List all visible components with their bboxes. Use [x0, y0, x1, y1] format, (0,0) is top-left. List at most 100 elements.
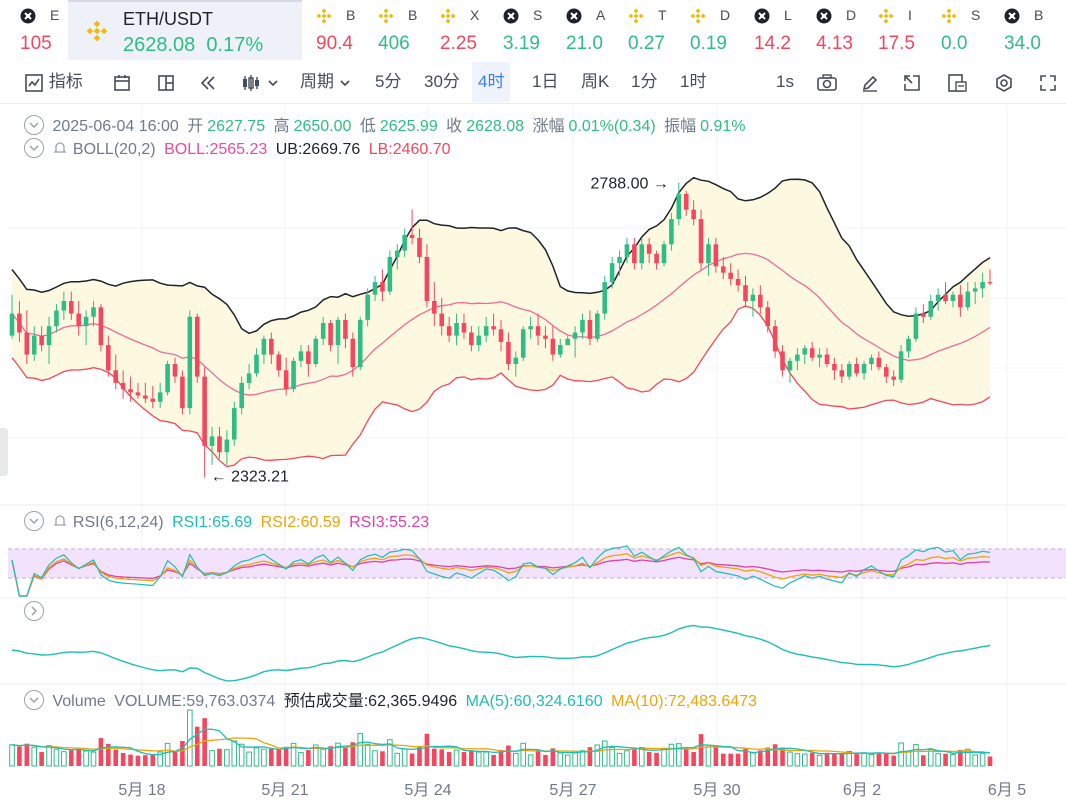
- volume-bar: [713, 745, 719, 766]
- ticker-price: 0.0: [941, 33, 968, 54]
- candle-body: [180, 376, 185, 409]
- candle-body: [706, 244, 711, 264]
- candle-body: [958, 294, 963, 308]
- screenshot-button[interactable]: [816, 62, 838, 102]
- ticker-item[interactable]: L 14.2: [754, 0, 806, 62]
- fullscreen-button[interactable]: [1038, 62, 1058, 102]
- ticker-item[interactable]: X 2.25: [440, 0, 492, 62]
- ticker-item[interactable]: T 0.27: [628, 0, 680, 62]
- boll-upper-line: [11, 176, 991, 335]
- volume-bar: [594, 744, 601, 767]
- candle-type-button[interactable]: [240, 62, 279, 102]
- candle-body: [632, 244, 637, 264]
- volume-bar: [720, 753, 726, 766]
- alert-bell-icon[interactable]: [52, 140, 68, 156]
- collapse-toggle[interactable]: [24, 115, 44, 135]
- candle-body: [972, 288, 978, 292]
- volume-bar: [143, 755, 148, 766]
- ticker-item[interactable]: D 0.19: [690, 0, 742, 62]
- external-window-icon: [904, 74, 920, 91]
- layout-button[interactable]: [156, 62, 176, 102]
- volume-bar: [387, 739, 393, 767]
- save-image-button[interactable]: [946, 62, 968, 102]
- collapse-toggle[interactable]: [24, 511, 44, 531]
- collapse-toggle[interactable]: [24, 690, 44, 710]
- indicators-button[interactable]: 指标: [24, 62, 83, 102]
- volume-bar: [854, 752, 859, 766]
- ticker-item[interactable]: I 17.5: [878, 0, 930, 62]
- rsi2-value: RSI2:60.59: [260, 514, 341, 531]
- candle-body: [735, 278, 741, 286]
- volume-bar: [194, 726, 200, 766]
- volume-ma10: MA(10):72,483.6473: [611, 693, 757, 710]
- bnb-icon: [86, 20, 108, 42]
- volume-bar: [246, 751, 252, 767]
- boll-mid-value: BOLL:2565.23: [164, 141, 268, 158]
- ticker-item[interactable]: D 4.13: [816, 0, 868, 62]
- change-value: 0.01%(0.34): [568, 118, 656, 135]
- interval-tab[interactable]: 30分: [424, 72, 460, 91]
- ticker-item[interactable]: B 406: [378, 0, 430, 62]
- interval-tab[interactable]: 周K: [581, 72, 610, 91]
- draw-button[interactable]: [860, 62, 880, 102]
- settings-button[interactable]: [994, 62, 1014, 102]
- volume-bar: [364, 743, 371, 767]
- x-axis-label: 5月 24: [404, 782, 451, 799]
- binance-cross-icon: [566, 8, 582, 24]
- volume-bar: [253, 747, 260, 767]
- candle-body: [854, 364, 859, 374]
- volume-bar: [964, 748, 971, 767]
- interval-tab[interactable]: 1分: [631, 72, 658, 91]
- candle-body: [720, 266, 726, 273]
- volume-bar: [750, 752, 756, 767]
- candle-body: [883, 367, 889, 377]
- expand-toggle[interactable]: [24, 601, 44, 621]
- ticker-item[interactable]: E 105: [20, 0, 60, 62]
- panel-drag-handle[interactable]: [0, 428, 8, 476]
- ticker-item[interactable]: S 0.0: [941, 0, 993, 62]
- volume-bar: [106, 743, 111, 766]
- interval-tab[interactable]: 4时: [472, 62, 511, 102]
- interval-tab[interactable]: 5分: [375, 72, 402, 91]
- candle-body: [639, 244, 645, 264]
- ticker-item[interactable]: A 21.0: [566, 0, 618, 62]
- candle-body: [217, 436, 222, 453]
- candle-body: [876, 357, 882, 368]
- candle-body: [231, 408, 237, 440]
- ticker-item[interactable]: B 34.0: [1004, 0, 1056, 62]
- candle-body: [320, 323, 326, 339]
- volume-bar: [298, 751, 304, 767]
- alert-bell-icon[interactable]: [52, 513, 68, 529]
- ticker-item[interactable]: B 90.4: [316, 0, 368, 62]
- collapsed-indicator-legend: [24, 601, 48, 622]
- candle-body: [935, 294, 941, 301]
- volume-bar: [439, 749, 445, 766]
- candle-body: [83, 316, 89, 327]
- rsi3-value: RSI3:55.23: [349, 514, 430, 531]
- candle-body: [150, 398, 156, 402]
- candle-body: [306, 351, 311, 364]
- ticker-price: 0.27: [628, 33, 665, 54]
- popout-button[interactable]: [902, 62, 922, 102]
- period-dropdown[interactable]: 周期: [300, 62, 351, 102]
- settings-icon: [996, 73, 1012, 92]
- calendar-button[interactable]: [112, 62, 132, 102]
- candle-body: [276, 354, 282, 371]
- interval-tab[interactable]: 1时: [680, 72, 707, 91]
- candle-body: [491, 326, 496, 330]
- boll-upper-value: UB:2669.76: [275, 141, 361, 158]
- collapse-toggle[interactable]: [24, 138, 44, 158]
- replay-button[interactable]: [198, 62, 218, 102]
- interval-tab[interactable]: 1日: [532, 72, 559, 91]
- volume-bar: [506, 745, 511, 766]
- active-ticker-eth-usdt[interactable]: ETH/USDT 2628.08 0.17%: [68, 0, 302, 60]
- calendar-icon: [114, 74, 130, 91]
- ticker-item[interactable]: S 3.19: [503, 0, 555, 62]
- volume-bar: [587, 747, 593, 766]
- volume-ma10-line: [11, 737, 991, 755]
- ticker-symbol: B: [346, 7, 356, 23]
- volume-bar: [312, 744, 319, 767]
- volume-bar: [557, 752, 564, 767]
- candle-body: [713, 244, 719, 267]
